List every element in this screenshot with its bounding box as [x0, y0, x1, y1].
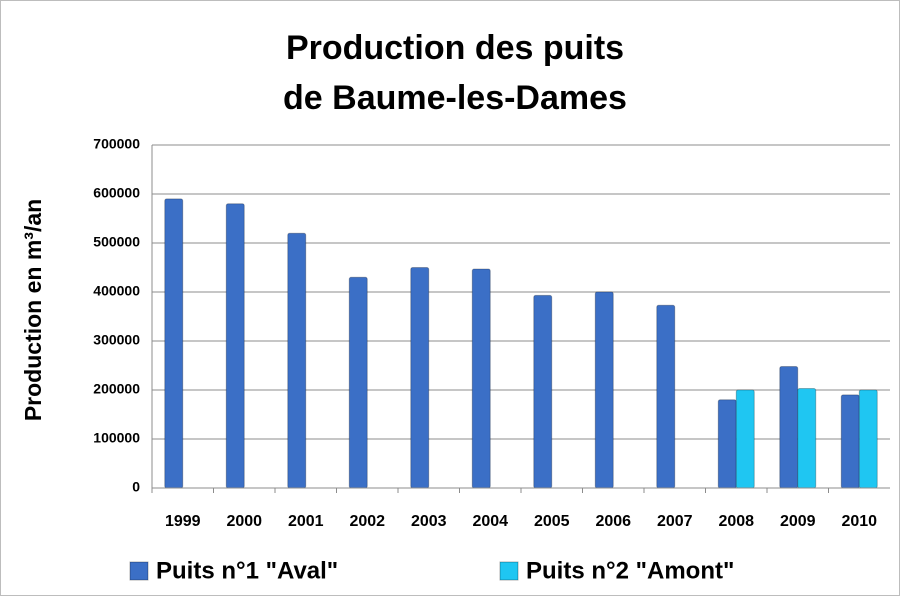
x-tick-label: 2004: [472, 513, 508, 530]
x-tick-label: 2010: [841, 513, 877, 530]
legend-marker: [499, 561, 519, 581]
y-tick-label: 500000: [93, 234, 140, 250]
x-tick-label: 2000: [226, 513, 262, 530]
y-tick-label: 200000: [93, 381, 140, 397]
y-axis-title: Production en m³/an: [20, 199, 46, 421]
y-tick-label: 300000: [93, 332, 140, 348]
bar: [779, 365, 799, 489]
x-tick-label: 2008: [718, 513, 754, 530]
x-tick-label: 2003: [411, 513, 447, 530]
legend-label: Puits n°1 "Aval": [156, 557, 338, 584]
bar: [348, 276, 368, 489]
x-tick-label: 2006: [595, 513, 631, 530]
bar: [797, 388, 817, 489]
x-tick-label: 2005: [534, 513, 570, 530]
bar: [471, 268, 491, 489]
bar: [594, 291, 614, 489]
bar: [533, 294, 553, 489]
y-tick-label: 100000: [93, 430, 140, 446]
x-tick-label: 2009: [780, 513, 816, 530]
bar: [858, 389, 878, 489]
chart-title: Production des puits: [286, 29, 624, 67]
x-tick-label: 2001: [288, 513, 324, 530]
y-tick-label: 0: [132, 479, 140, 495]
bar: [717, 399, 737, 489]
bar: [287, 232, 307, 489]
bar: [735, 389, 755, 489]
x-tick-label: 2002: [349, 513, 385, 530]
bar: [164, 198, 184, 489]
legend-label: Puits n°2 "Amont": [526, 557, 734, 584]
x-tick-label: 1999: [165, 513, 201, 530]
bar: [225, 203, 245, 489]
x-tick-label: 2007: [657, 513, 693, 530]
bar: [410, 267, 430, 489]
bar: [656, 304, 676, 489]
bar: [840, 394, 860, 489]
legend-marker: [129, 561, 149, 581]
y-tick-label: 700000: [93, 136, 140, 152]
y-tick-label: 400000: [93, 283, 140, 299]
chart-title: de Baume-les-Dames: [283, 79, 627, 117]
y-tick-label: 600000: [93, 185, 140, 201]
